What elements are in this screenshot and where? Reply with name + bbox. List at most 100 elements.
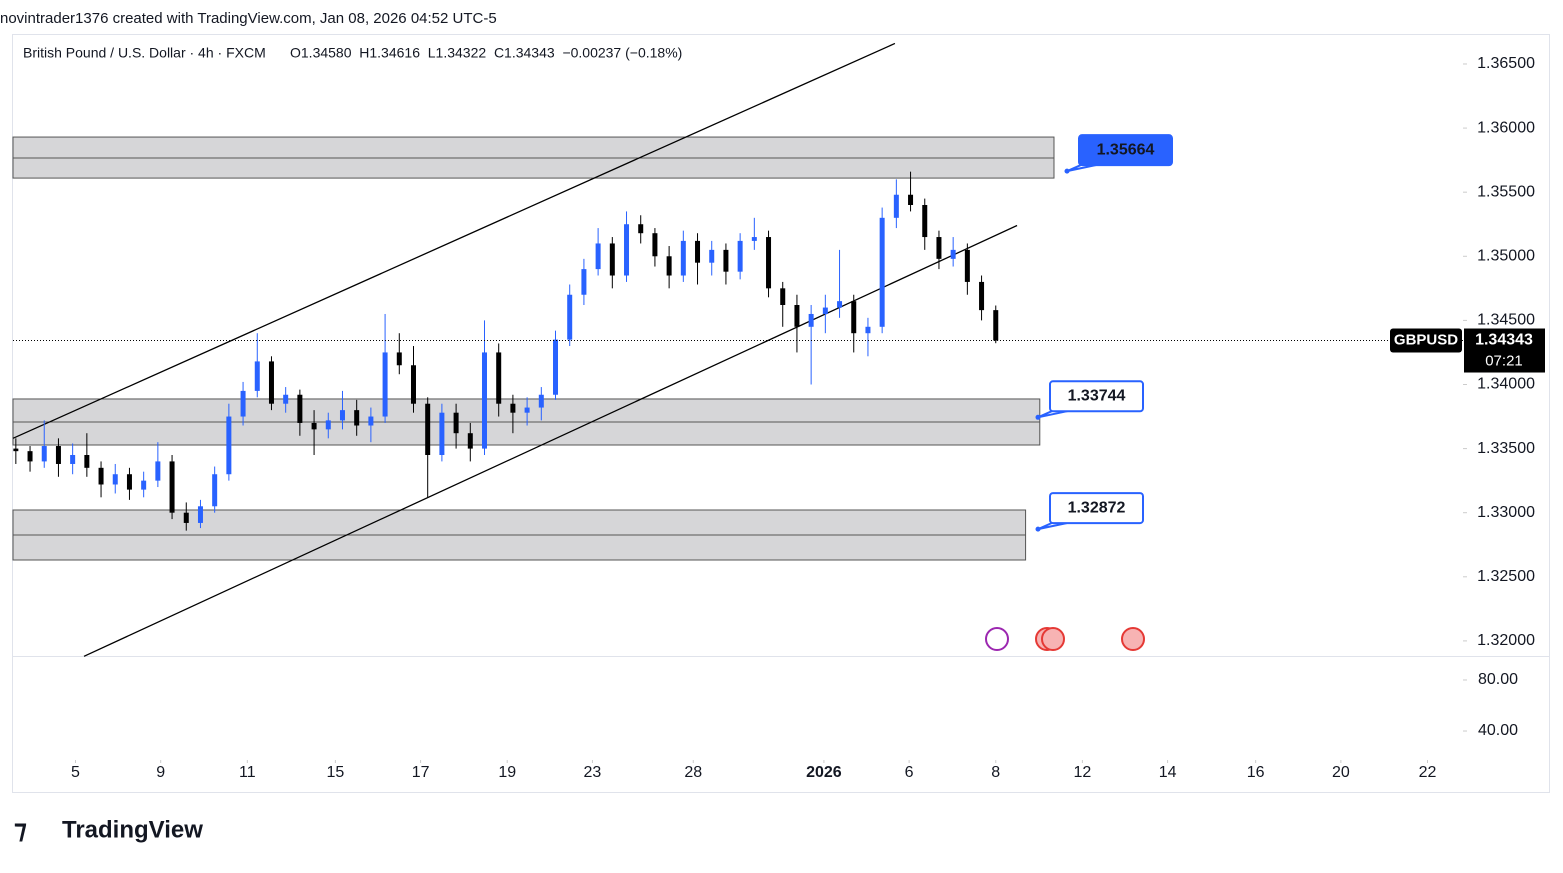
candle-body xyxy=(808,313,814,327)
callout-box xyxy=(1078,134,1173,167)
candle-body xyxy=(922,205,928,238)
candle-body xyxy=(283,394,289,404)
candle-body xyxy=(496,352,502,404)
symbol-tag-label: GBPUSD xyxy=(1394,331,1458,348)
ohlc-legend: O1.34580 H1.34616 L1.34322 C1.34343 −0.0… xyxy=(290,45,682,61)
candle-body xyxy=(254,361,260,391)
candle-body xyxy=(98,467,104,485)
indicator-tick-label: 80.00 xyxy=(1478,671,1518,688)
x-tick-label: 9 xyxy=(156,764,165,781)
candle-body xyxy=(396,352,402,366)
candle-body xyxy=(311,422,317,430)
trend-line xyxy=(83,224,1018,657)
candle-body xyxy=(212,474,218,507)
candle-body xyxy=(993,310,999,341)
candle-body xyxy=(837,301,843,308)
callout-dot xyxy=(1064,168,1070,174)
callout-dot xyxy=(1035,414,1041,420)
candle-body xyxy=(780,288,786,305)
candle-body xyxy=(297,394,303,423)
x-tick-label: 8 xyxy=(991,764,1000,781)
y-tick-label: 1.32500 xyxy=(1477,568,1535,585)
price-tag xyxy=(1464,328,1545,373)
callout-dot xyxy=(1035,526,1041,532)
candle-body xyxy=(510,403,516,413)
candle-body xyxy=(481,352,487,449)
candle-body xyxy=(638,224,644,234)
candle-body xyxy=(240,390,246,417)
candle-body xyxy=(13,448,19,452)
y-tick-label: 1.34000 xyxy=(1477,376,1535,393)
candle-body xyxy=(936,237,942,259)
candle-body xyxy=(41,446,47,462)
candle-body xyxy=(339,410,345,421)
countdown: 07:21 xyxy=(1485,352,1523,369)
header: novintrader1376 created with TradingView… xyxy=(0,10,497,27)
candle-body xyxy=(851,301,857,334)
candle-body xyxy=(652,233,658,257)
x-tick-label: 17 xyxy=(412,764,430,781)
candle-body xyxy=(112,474,118,485)
callout-label: 1.35664 xyxy=(1097,141,1155,158)
candle-body xyxy=(169,461,175,513)
candle-body xyxy=(751,237,757,241)
candle-body xyxy=(453,412,459,434)
x-tick-label: 15 xyxy=(326,764,344,781)
candle-body xyxy=(197,506,203,523)
callout-label: 1.33744 xyxy=(1068,388,1126,405)
candle-body xyxy=(581,269,587,295)
callout-label: 1.32872 xyxy=(1068,499,1126,516)
candle-body xyxy=(70,455,76,464)
candle-body xyxy=(538,394,544,408)
candle-body xyxy=(467,433,473,449)
candle-body xyxy=(723,249,729,272)
candle-body xyxy=(425,403,431,455)
callout-box xyxy=(1049,492,1144,525)
footer-logo-mark: ⁊ xyxy=(14,814,27,844)
candle-body xyxy=(666,256,672,276)
x-tick-label: 12 xyxy=(1073,764,1091,781)
y-tick-label: 1.33500 xyxy=(1477,440,1535,457)
x-tick-label: 6 xyxy=(905,764,914,781)
candle-body xyxy=(325,420,331,430)
symbol-title: British Pound / U.S. Dollar · 4h · FXCM xyxy=(23,45,266,61)
candle-body xyxy=(55,446,61,464)
y-tick-label: 1.33000 xyxy=(1477,504,1535,521)
candle-body xyxy=(183,512,189,523)
x-tick-label: 20 xyxy=(1332,764,1350,781)
candle-body xyxy=(141,480,147,490)
candle-body xyxy=(27,451,33,462)
candle-body xyxy=(155,461,161,481)
price-tag-label: 1.34343 xyxy=(1475,332,1533,349)
candle-body xyxy=(226,416,232,475)
candle-body xyxy=(609,243,615,276)
candle-body xyxy=(553,339,559,395)
candle-body xyxy=(624,224,630,276)
x-tick-label: 28 xyxy=(684,764,702,781)
candle-body xyxy=(964,249,970,282)
y-tick-label: 1.35000 xyxy=(1477,248,1535,265)
candle-body xyxy=(695,240,701,263)
x-tick-label: 14 xyxy=(1159,764,1177,781)
event-icon xyxy=(1121,627,1145,651)
candle-body xyxy=(126,474,132,490)
candle-body xyxy=(410,365,416,404)
candle-body xyxy=(950,249,956,259)
candle-body xyxy=(865,326,871,334)
candle-body xyxy=(766,237,772,289)
candle-body xyxy=(822,307,828,314)
candle-body xyxy=(595,243,601,270)
x-tick-label: 23 xyxy=(584,764,602,781)
x-tick-label: 16 xyxy=(1247,764,1265,781)
footer-logo: TradingView xyxy=(62,816,203,843)
candle-body xyxy=(84,455,90,468)
candle-body xyxy=(879,217,885,327)
event-icon xyxy=(1041,627,1065,651)
y-tick-label: 1.36000 xyxy=(1477,119,1535,136)
x-tick-label: 5 xyxy=(71,764,80,781)
candle-body xyxy=(979,281,985,311)
candle-body xyxy=(567,294,573,340)
symbol-tag xyxy=(1390,328,1462,353)
